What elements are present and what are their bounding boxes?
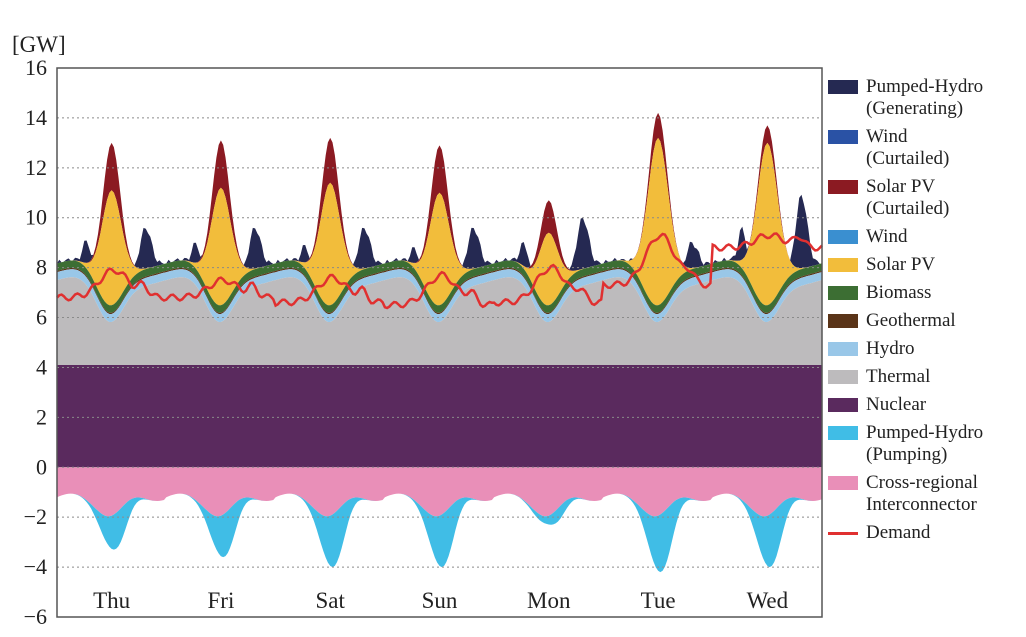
legend-item: Thermal [828,366,1023,388]
area-solar-pv [57,137,822,306]
legend-swatch [828,342,858,356]
area-thermal [57,277,822,365]
y-tick-label: 0 [36,454,47,479]
legend-item: Pumped-Hydro (Pumping) [828,422,1023,466]
area-hydro [57,269,822,322]
y-tick-label: 12 [25,155,47,180]
legend-label: Pumped-Hydro (Generating) [866,76,984,119]
y-tick-label: 6 [36,305,47,330]
legend-swatch [828,476,858,490]
legend-swatch [828,130,858,144]
legend: Pumped-Hydro (Generating) Wind (Curtailed… [828,76,1023,550]
legend-swatch [828,398,858,412]
legend-item: Solar PV [828,254,1023,276]
legend-label: Pumped-Hydro (Pumping) [866,422,984,465]
area-biomass [57,260,822,313]
y-tick-label: 10 [25,205,47,230]
legend-label: Cross-regional Interconnector [866,472,978,515]
x-tick-label: Fri [208,588,235,613]
legend-item: Solar PV (Curtailed) [828,176,1023,220]
legend-label: Thermal [866,366,931,387]
legend-item: Nuclear [828,394,1023,416]
area-solar-pv-curtailed [57,112,822,271]
legend-label: Wind [866,226,908,247]
x-tick-label: Sun [422,588,458,613]
legend-label: Nuclear [866,394,927,415]
plot-frame [56,67,823,618]
legend-swatch [828,286,858,300]
x-axis: Thu Fri Sat Sun Mon Tue Wed [93,588,789,613]
legend-label: Solar PV (Curtailed) [866,176,950,219]
legend-label: Hydro [866,338,915,359]
legend-swatch [828,532,858,535]
legend-item: Hydro [828,338,1023,360]
area-pumped-hydro-generating [57,112,822,271]
x-tick-label: Wed [747,588,789,613]
y-tick-label: 14 [25,105,47,130]
legend-item: Biomass [828,282,1023,304]
x-tick-label: Mon [527,588,571,613]
area-pumped-hydro-pumping [57,493,822,573]
legend-swatch [828,230,858,244]
stacked-areas [56,112,823,573]
area-nuclear [57,365,822,468]
y-tick-label: 2 [36,404,47,429]
legend-item: Geothermal [828,310,1023,332]
y-tick-label: 8 [36,255,47,280]
legend-swatch [828,314,858,328]
y-tick-label: 4 [36,354,47,379]
legend-label: Demand [866,522,931,543]
y-tick-label: −4 [24,554,47,579]
legend-label: Biomass [866,282,932,303]
legend-swatch [828,80,858,94]
x-tick-label: Thu [93,588,131,613]
y-tick-label: 16 [25,55,47,80]
legend-swatch [828,180,858,194]
legend-swatch [828,426,858,440]
y-axis: 16 14 12 10 8 6 4 2 0 −2 −4 −6 [24,55,47,629]
area-cross-regional-interconnector [57,467,822,517]
legend-swatch [828,370,858,384]
y-tick-label: −6 [24,604,47,629]
x-tick-label: Sat [316,588,346,613]
legend-item: Pumped-Hydro (Generating) [828,76,1023,120]
legend-label: Wind (Curtailed) [866,126,950,169]
x-tick-label: Tue [641,588,676,613]
legend-item: Wind (Curtailed) [828,126,1023,170]
y-unit-label: [GW] [12,32,66,57]
legend-item: Wind [828,226,1023,248]
demand-line [56,232,823,310]
legend-swatch [828,258,858,272]
legend-item: Demand [828,522,1023,544]
y-tick-label: −2 [24,504,47,529]
legend-item: Cross-regional Interconnector [828,472,1023,516]
legend-label: Geothermal [866,310,956,331]
legend-label: Solar PV [866,254,936,275]
